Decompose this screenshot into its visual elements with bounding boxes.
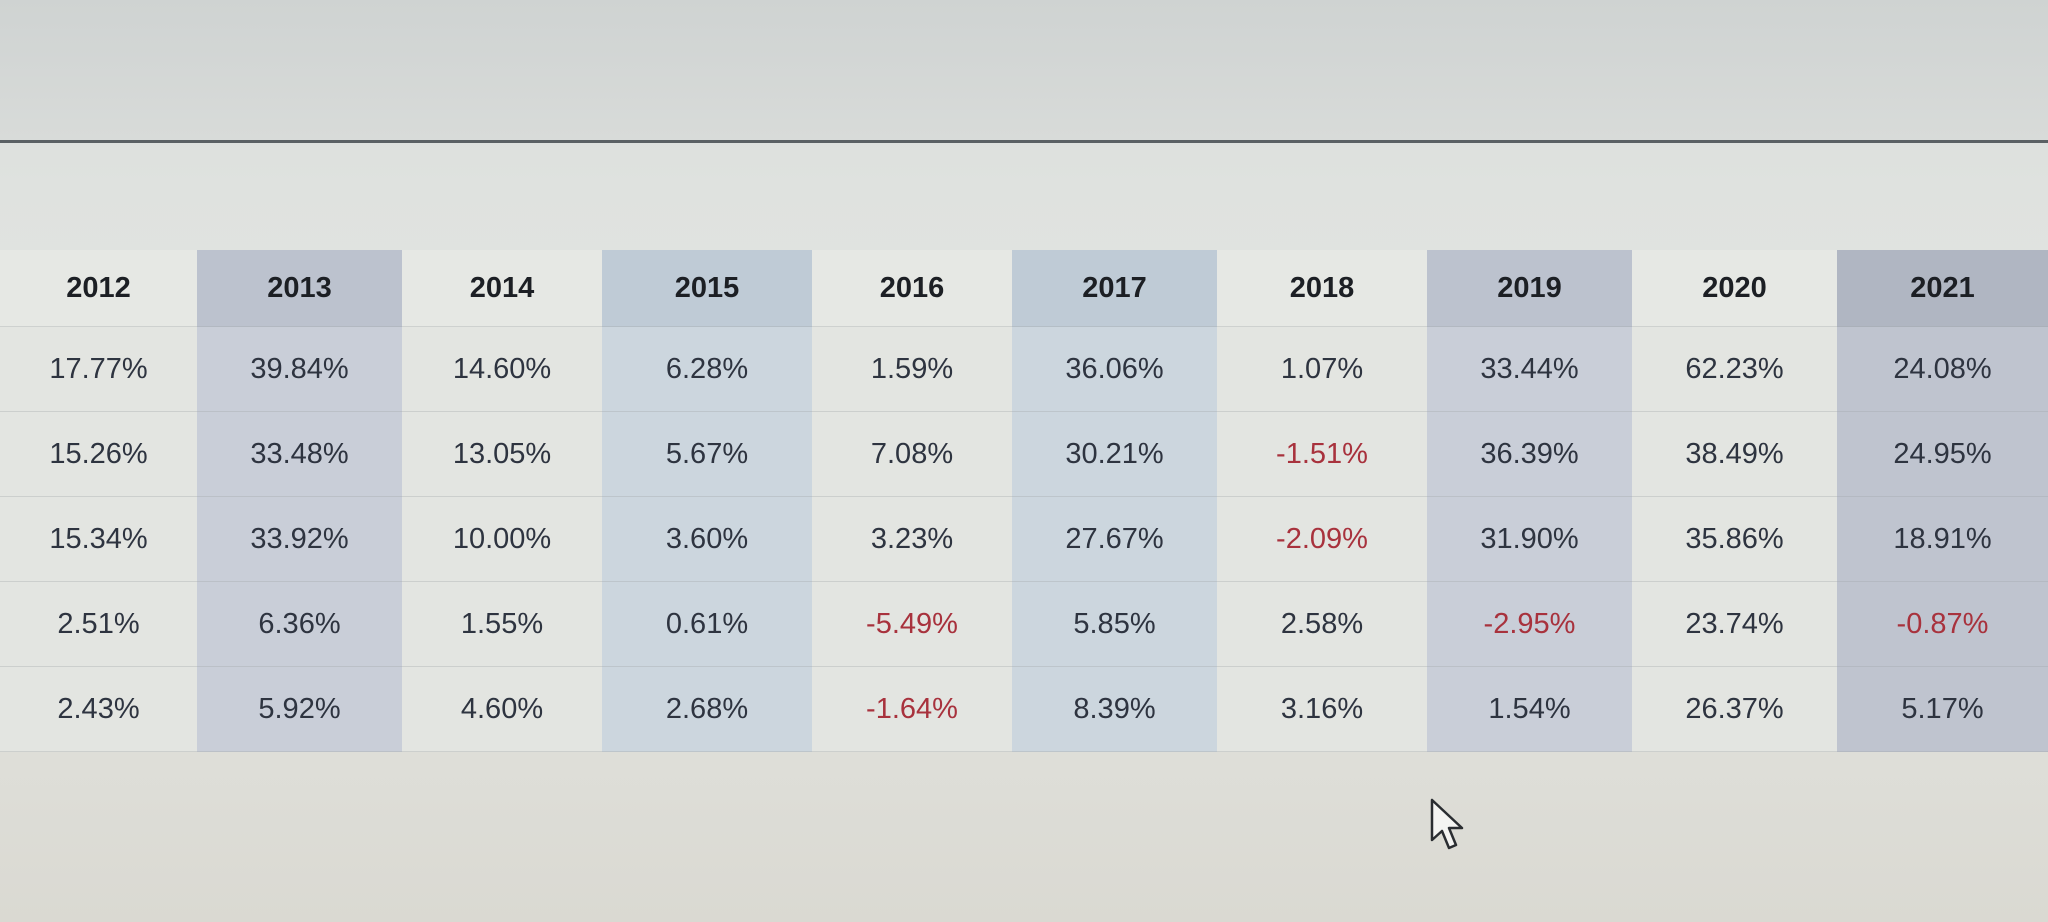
return-cell: 6.36% xyxy=(197,581,402,667)
year-header[interactable]: 2017 xyxy=(1012,250,1217,327)
year-header[interactable]: 2014 xyxy=(402,250,602,327)
return-cell: -1.64% xyxy=(812,666,1012,752)
return-cell: 1.54% xyxy=(1427,666,1632,752)
divider-line xyxy=(0,140,2048,143)
return-cell: 10.00% xyxy=(402,496,602,582)
table-row: 2.43% 5.92% 4.60% 2.68% -1.64% 8.39% 3.1… xyxy=(0,666,2048,752)
return-cell: -1.51% xyxy=(1217,411,1427,497)
table-row: 17.77% 39.84% 14.60% 6.28% 1.59% 36.06% … xyxy=(0,326,2048,412)
return-cell: 1.07% xyxy=(1217,326,1427,412)
return-cell: 17.77% xyxy=(0,326,197,412)
return-cell: 7.08% xyxy=(812,411,1012,497)
return-cell: 39.84% xyxy=(197,326,402,412)
year-header[interactable]: 2016 xyxy=(812,250,1012,327)
table-row: 15.26% 33.48% 13.05% 5.67% 7.08% 30.21% … xyxy=(0,411,2048,497)
return-cell: -2.09% xyxy=(1217,496,1427,582)
page-top-area xyxy=(0,0,2048,140)
return-cell: 24.95% xyxy=(1837,411,2048,497)
return-cell: 36.06% xyxy=(1012,326,1217,412)
return-cell: 33.44% xyxy=(1427,326,1632,412)
year-header[interactable]: 2015 xyxy=(602,250,812,327)
return-cell: 36.39% xyxy=(1427,411,1632,497)
year-header[interactable]: 2019 xyxy=(1427,250,1632,327)
annual-returns-table: 2012 2013 2014 2015 2016 2017 2018 2019 … xyxy=(0,250,2048,752)
return-cell: 5.67% xyxy=(602,411,812,497)
return-cell: 0.61% xyxy=(602,581,812,667)
return-cell: 15.34% xyxy=(0,496,197,582)
return-cell: 33.48% xyxy=(197,411,402,497)
table-row: 2.51% 6.36% 1.55% 0.61% -5.49% 5.85% 2.5… xyxy=(0,581,2048,667)
return-cell: 4.60% xyxy=(402,666,602,752)
return-cell: 18.91% xyxy=(1837,496,2048,582)
return-cell: 5.17% xyxy=(1837,666,2048,752)
return-cell: 3.16% xyxy=(1217,666,1427,752)
return-cell: 2.43% xyxy=(0,666,197,752)
mouse-pointer-icon xyxy=(1430,798,1464,850)
return-cell: 38.49% xyxy=(1632,411,1837,497)
return-cell: 1.55% xyxy=(402,581,602,667)
return-cell: 35.86% xyxy=(1632,496,1837,582)
return-cell: 6.28% xyxy=(602,326,812,412)
year-header[interactable]: 2013 xyxy=(197,250,402,327)
return-cell: 3.23% xyxy=(812,496,1012,582)
return-cell: 5.85% xyxy=(1012,581,1217,667)
return-cell: 33.92% xyxy=(197,496,402,582)
table-header-row: 2012 2013 2014 2015 2016 2017 2018 2019 … xyxy=(0,250,2048,327)
return-cell: 2.68% xyxy=(602,666,812,752)
return-cell: -2.95% xyxy=(1427,581,1632,667)
return-cell: 27.67% xyxy=(1012,496,1217,582)
return-cell: 31.90% xyxy=(1427,496,1632,582)
return-cell: 2.58% xyxy=(1217,581,1427,667)
return-cell: 5.92% xyxy=(197,666,402,752)
year-header[interactable]: 2020 xyxy=(1632,250,1837,327)
table-row: 15.34% 33.92% 10.00% 3.60% 3.23% 27.67% … xyxy=(0,496,2048,582)
return-cell: 3.60% xyxy=(602,496,812,582)
return-cell: 8.39% xyxy=(1012,666,1217,752)
return-cell: 62.23% xyxy=(1632,326,1837,412)
return-cell: 2.51% xyxy=(0,581,197,667)
return-cell: -0.87% xyxy=(1837,581,2048,667)
year-header[interactable]: 2018 xyxy=(1217,250,1427,327)
return-cell: 13.05% xyxy=(402,411,602,497)
year-header[interactable]: 2021 xyxy=(1837,250,2048,327)
return-cell: 26.37% xyxy=(1632,666,1837,752)
return-cell: -5.49% xyxy=(812,581,1012,667)
return-cell: 23.74% xyxy=(1632,581,1837,667)
return-cell: 15.26% xyxy=(0,411,197,497)
return-cell: 14.60% xyxy=(402,326,602,412)
return-cell: 24.08% xyxy=(1837,326,2048,412)
return-cell: 1.59% xyxy=(812,326,1012,412)
return-cell: 30.21% xyxy=(1012,411,1217,497)
year-header[interactable]: 2012 xyxy=(0,250,197,327)
